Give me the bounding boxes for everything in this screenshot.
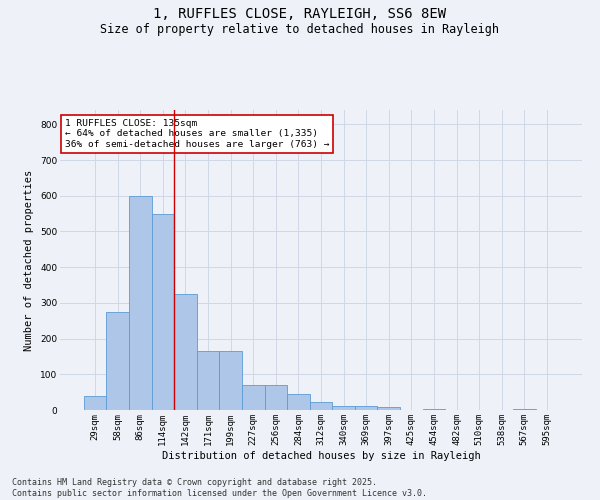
Bar [377, 407, 400, 410]
Bar [287, 394, 310, 410]
Text: Size of property relative to detached houses in Rayleigh: Size of property relative to detached ho… [101, 22, 499, 36]
Bar [220, 351, 242, 410]
Bar [513, 408, 536, 410]
Y-axis label: Number of detached properties: Number of detached properties [25, 170, 34, 350]
Text: 1, RUFFLES CLOSE, RAYLEIGH, SS6 8EW: 1, RUFFLES CLOSE, RAYLEIGH, SS6 8EW [154, 8, 446, 22]
Bar [129, 196, 152, 410]
Bar [106, 312, 129, 410]
Bar [84, 396, 106, 410]
Bar [422, 409, 445, 410]
Bar [332, 406, 355, 410]
Bar [152, 214, 174, 410]
Bar [265, 385, 287, 410]
X-axis label: Distribution of detached houses by size in Rayleigh: Distribution of detached houses by size … [161, 450, 481, 460]
Bar [310, 402, 332, 410]
Text: Contains HM Land Registry data © Crown copyright and database right 2025.
Contai: Contains HM Land Registry data © Crown c… [12, 478, 427, 498]
Bar [242, 385, 265, 410]
Bar [355, 406, 377, 410]
Text: 1 RUFFLES CLOSE: 135sqm
← 64% of detached houses are smaller (1,335)
36% of semi: 1 RUFFLES CLOSE: 135sqm ← 64% of detache… [65, 119, 330, 149]
Bar [174, 294, 197, 410]
Bar [197, 351, 220, 410]
